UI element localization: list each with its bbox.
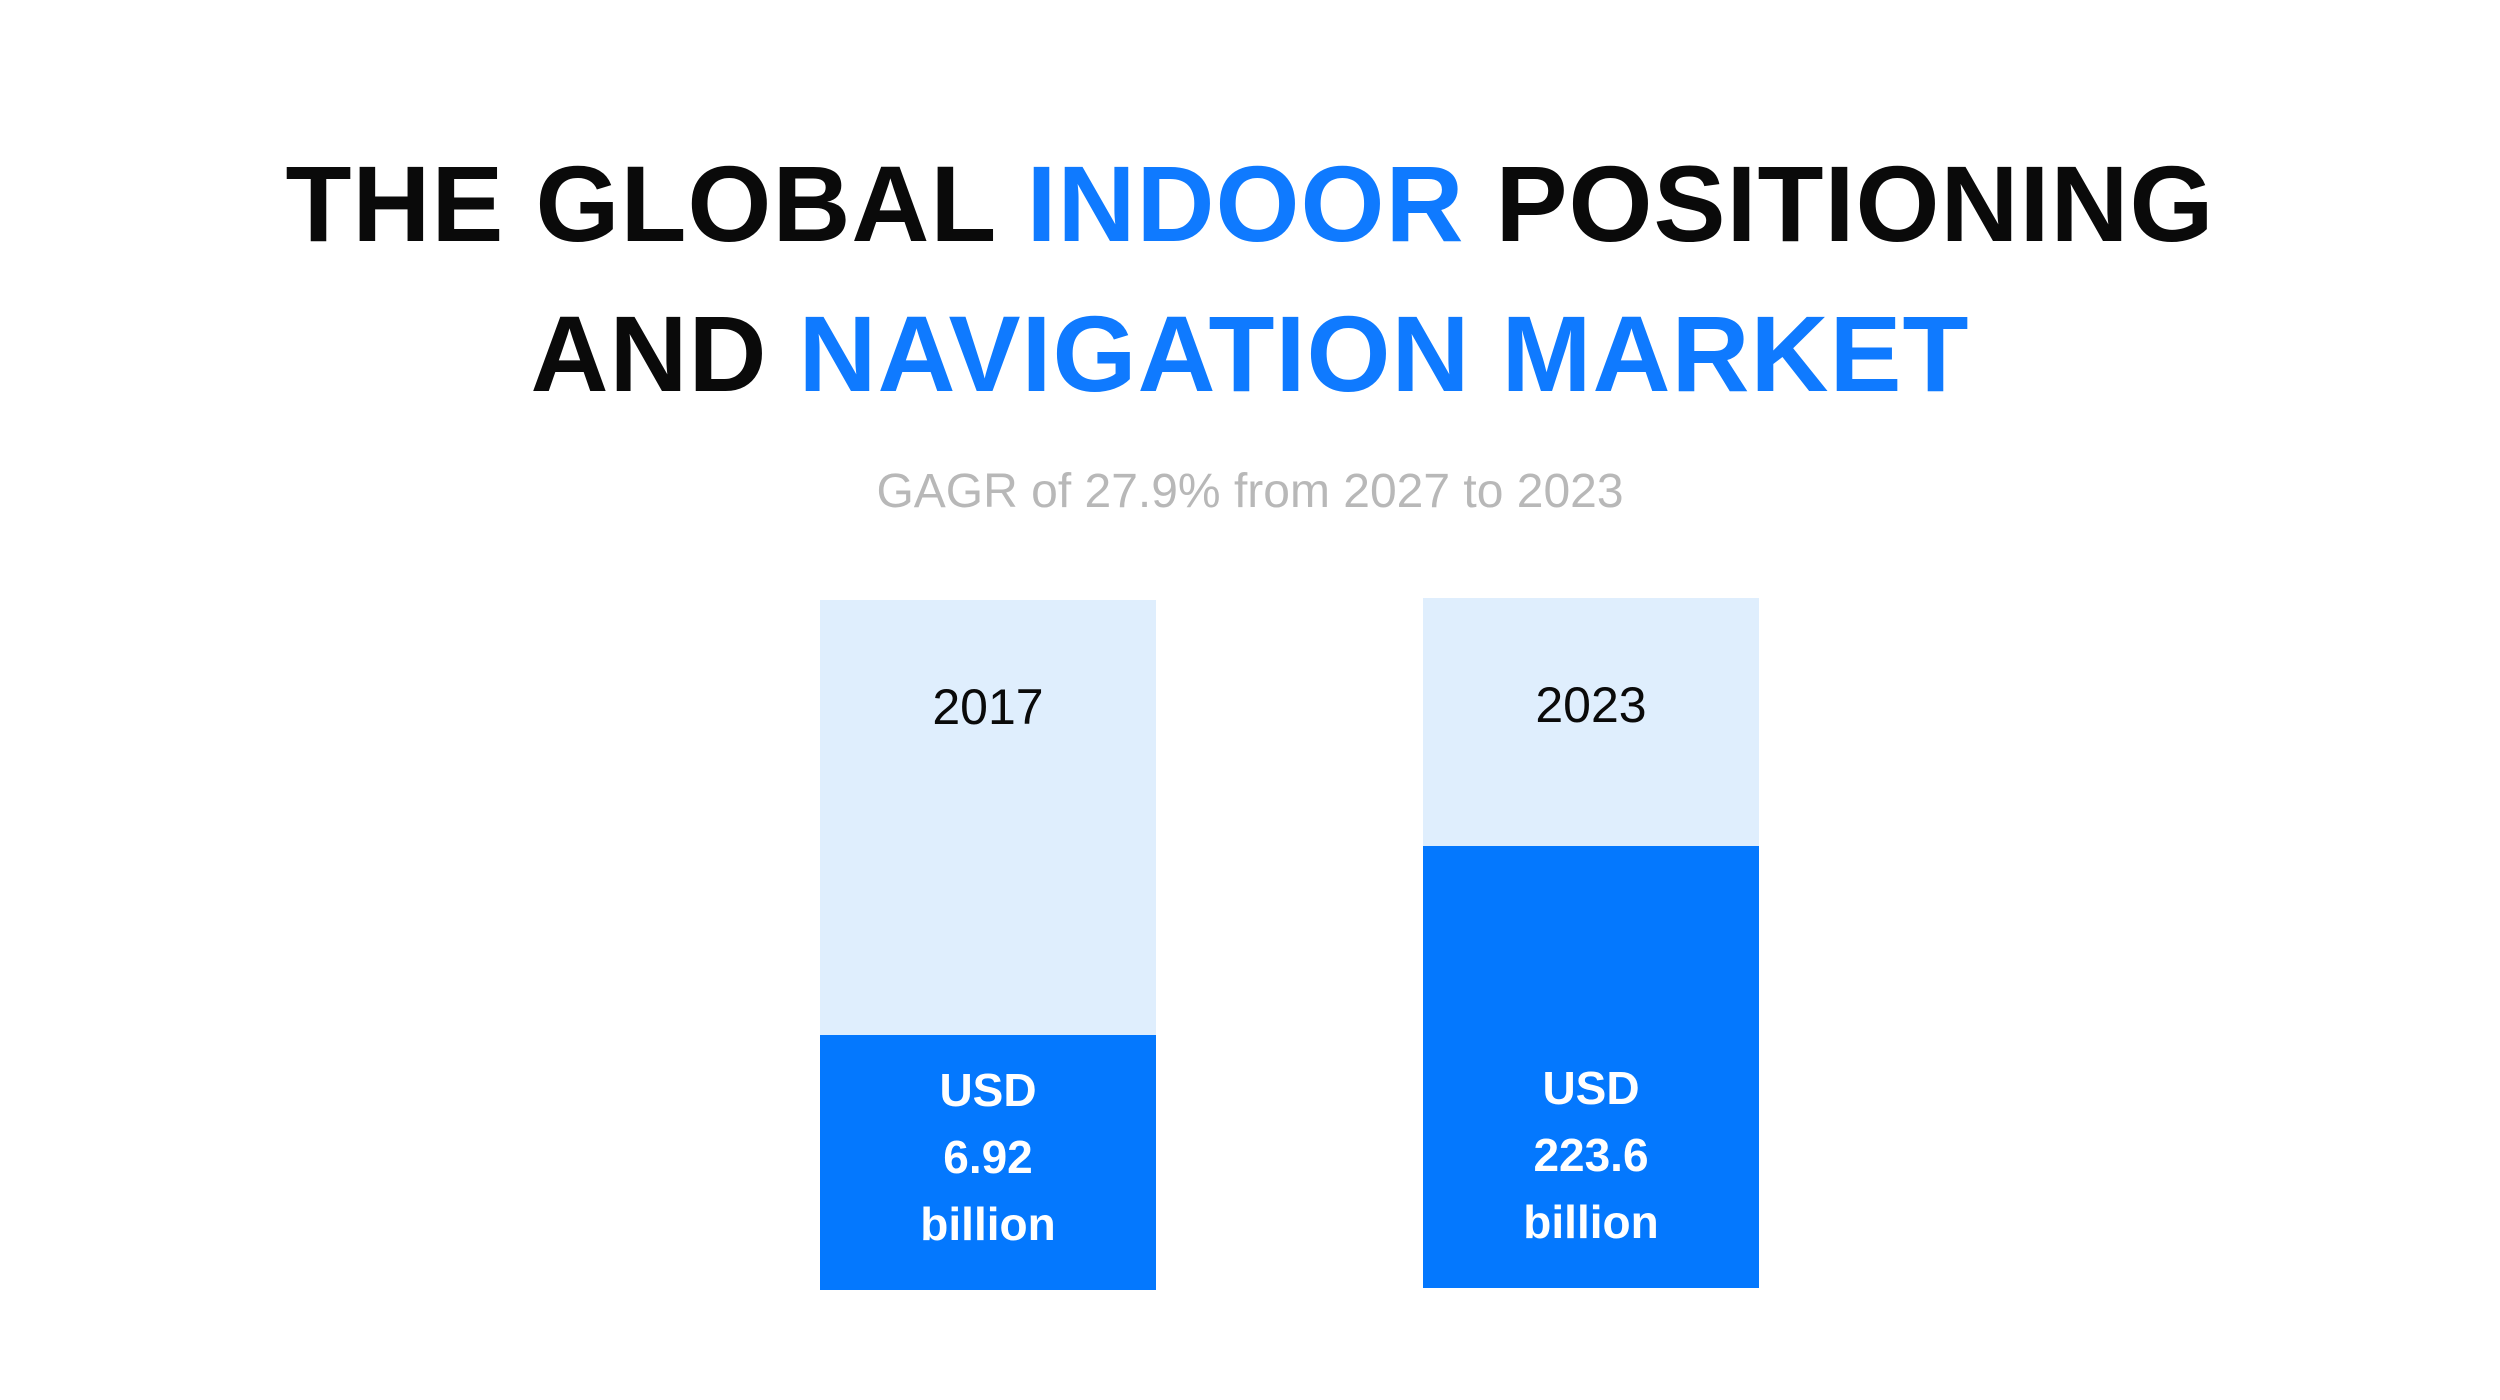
bar-value-currency: USD [939,1064,1037,1116]
bar-value-unit: billion [920,1198,1056,1250]
title-line-1: THE GLOBAL INDOOR POSITIONING [0,150,2500,258]
bar-value-label: USD 6.92 billion [820,1057,1156,1258]
bar-fill-2017: USD 6.92 billion [820,1035,1156,1290]
bar-fill-2023: USD 223.6 billion [1423,846,1759,1288]
chart-subtitle: GAGR of 27.9% from 2027 to 2023 [876,465,1624,518]
bar-column-2017: 2017 USD 6.92 billion [820,600,1156,1290]
bar-value-label: USD 223.6 billion [1423,1055,1759,1256]
title-text: THE GLOBAL [285,143,1027,264]
title-text: POSITIONING [1464,143,2215,264]
title-line-2: AND NAVIGATION MARKET [0,300,2500,408]
bar-category-label: 2017 [932,679,1044,735]
title-accent-text: NAVIGATION MARKET [798,293,1970,414]
bar-value-currency: USD [1542,1062,1640,1114]
bar-value-number: 223.6 [1533,1129,1649,1181]
bar-value-unit: billion [1523,1196,1659,1248]
bar-column-2023: 2023 USD 223.6 billion [1423,598,1759,1288]
title-text: AND [530,293,799,414]
bar-category-label: 2023 [1535,677,1647,733]
title-accent-text: INDOOR [1026,143,1465,264]
bar-value-number: 6.92 [943,1131,1033,1183]
